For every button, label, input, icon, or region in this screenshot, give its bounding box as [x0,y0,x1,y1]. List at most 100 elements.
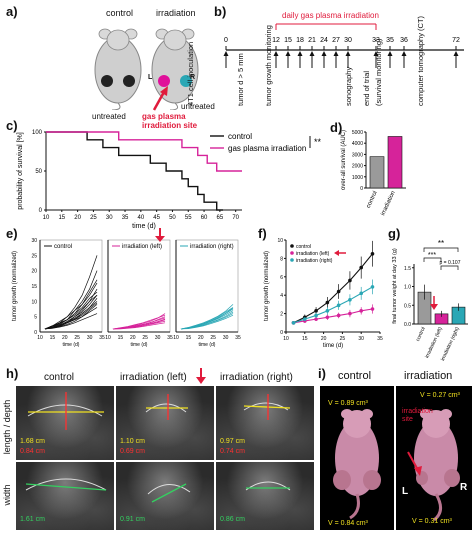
ct-control-vol-top: V = 0.89 cm³ [328,400,368,407]
e-curve [112,314,166,330]
control-tumor-left [101,75,113,87]
f-point [348,311,352,316]
d-y-tick-label: 2000 [352,164,363,170]
e-x-label: time (d) [199,342,216,348]
e-y-tick-label: 20 [31,269,37,275]
f-legend-label: control [296,244,311,250]
e-legend-label: control [54,244,72,250]
irradiation-arrow-icon [152,86,168,111]
f-x-tick-label: 10 [283,336,289,342]
e-curve [44,313,98,330]
e-y-tick-label: 25 [31,253,37,259]
g-bracket-mid [423,257,442,262]
timeline-tick-label: 18 [296,37,304,44]
us-col-irr-left: irradiation (left) [120,372,187,383]
d-x-label: irradiation [380,190,397,216]
timeline-tick-label: 27 [332,37,340,44]
e-x-tick-label: 15 [50,335,56,341]
timeline-tick-label: 72 [452,37,460,44]
e-y-tick-label: 5 [34,315,37,321]
d-y-tick-label: 3000 [352,152,363,158]
site-label: gas plasma irradiation site [142,112,197,130]
bracket-label: daily gas plasma irradiation [282,11,379,20]
timeline-arrowhead [321,51,327,56]
c-x-tick-label: 40 [137,215,144,221]
timeline-tick-label: 35 [386,37,394,44]
e-x-tick-label: 10 [105,335,111,341]
panel-c-label: c) [6,118,18,133]
f-y-label: tumor growth (normalized) [264,251,270,321]
us-irr-right-length: 0.97 cm 0.74 cm [216,386,314,460]
f-point [359,309,363,313]
g-sig-mid: *** [428,252,436,259]
c-x-tick-label: 55 [185,215,192,221]
survival-chart: 10 15 20 25 30 35 40 45 50 55 60 65 70 0 50 100 time (d)… [17,130,322,230]
d-y-tick-label: 5000 [352,130,363,136]
timeline-arrowhead [309,51,315,56]
timeline-event-label: sonography [344,66,353,106]
timeline-tick-label: 15 [284,37,292,44]
e-legend-label: irradiation (right) [190,244,234,250]
g-red-arrowhead [430,304,438,310]
e-x-tick-label: 35 [167,335,173,341]
e-x-tick-label: 20 [130,335,136,341]
f-point [325,315,330,320]
us-irr-right-length-value: 0.97 cm [220,438,245,445]
ct-irr-site: irradiation site [402,408,433,424]
tumor-growth-mean-chart: 10 15 20 25 30 35 0 2 4 6 8 10 time (d) tumor growth … [264,238,383,349]
d-bar-irradiation [387,136,403,189]
g-y-tick-label: 0.0 [404,322,411,328]
c-significance: ** [314,137,322,147]
panel-b-label: b) [214,4,227,19]
row-label-width: width [2,484,12,506]
timeline-event-label: (survival monitoring) [374,38,383,106]
timeline-tick-label: 0 [224,37,228,44]
ct-irr-site-line2: site [402,416,413,423]
f-y-tick-label: 0 [280,330,283,336]
timeline-event-label: end of trial [362,70,371,106]
timeline-tick-label: 30 [344,37,352,44]
ct-irradiation-image: V = 0.27 cm³ irradiation site L R V = 0.… [396,386,472,530]
tumor-weight-chart: 0.0 0.5 1.0 1.5 final tumor weight at day 33… [392,239,468,362]
f-legend-swatch [290,258,294,262]
timeline-arrowhead [297,51,303,56]
e-x-label: time (d) [63,342,80,348]
f-legend-swatch [290,251,294,255]
e-y-tick-label: 30 [31,238,37,244]
f-x-tick-label: 25 [340,336,346,342]
site-label-line1: gas plasma [142,112,186,121]
g-x-label: control [415,326,427,342]
f-x-tick-label: 30 [358,336,364,342]
e-curve [180,307,234,330]
f-point [348,278,352,283]
mice-illustration [94,28,199,110]
tumor-left-mark: L [148,74,153,81]
timeline-arrowhead [273,51,279,56]
c-legend-irradiation: gas plasma irradiation [228,144,306,153]
mouse-irradiation-label: irradiation [156,8,196,18]
f-x-tick-label: 15 [302,336,308,342]
site-label-line2: irradiation site [142,121,198,130]
e-subplot-frame [175,239,239,333]
d-y-tick-label: 1000 [352,175,363,181]
us-col-control: control [44,372,75,383]
us-control-depth-value: 0.84 cm [20,448,45,455]
timeline: 0 12 15 18 21 24 27 30 33 35 36 72 [223,23,464,68]
control-tumor-right [123,75,135,87]
c-x-tick-label: 35 [122,215,129,221]
e-legend-label: irradiation (left) [122,244,162,250]
timeline-tick-label: 12 [272,37,280,44]
row-label-length: length / depth [2,399,12,455]
e-x-tick-label: 10 [173,335,179,341]
c-x-tick-label: 30 [106,215,113,221]
c-y-tick-label: 50 [35,169,42,175]
d-y-tick-label: 4000 [352,141,363,147]
e-curve [44,302,98,330]
e-x-tick-label: 15 [186,335,192,341]
e-y-label: tumor growth (normalized) [12,251,18,321]
e-curve [112,317,166,330]
g-x-label: irradiation (right) [440,326,461,362]
e-x-tick-label: 20 [62,335,68,341]
f-point [359,265,363,270]
f-legend-label: irradiation (left) [296,251,330,257]
